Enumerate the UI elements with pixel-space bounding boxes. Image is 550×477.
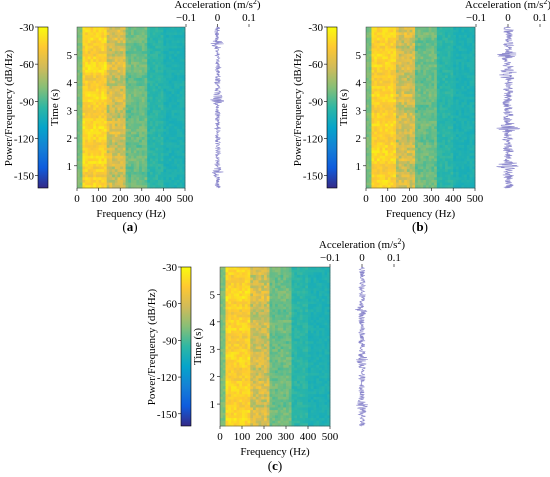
accel-tick-label: 0 [505, 12, 511, 24]
freq-axis-label: Frequency (Hz) [96, 208, 166, 220]
freq-tick-label: 400 [445, 193, 462, 205]
freq-tick-label: 300 [134, 193, 151, 205]
freq-tick-label: 0 [74, 193, 80, 205]
colorbar-tick-label: -60 [19, 59, 34, 71]
accel-axis-label: Acceleration (m/s2) [319, 237, 406, 251]
colorbar-tick-label: -150 [14, 171, 35, 183]
colorbar-tick-label: -30 [19, 22, 34, 34]
time-tick-label: 3 [356, 105, 362, 117]
waveform-line [210, 26, 224, 189]
spectrogram-heatmap [220, 267, 331, 427]
colorbar-tick-label: -30 [308, 22, 323, 34]
accel-tick-label: −0.1 [176, 12, 196, 24]
time-tick-label: 2 [210, 372, 216, 384]
freq-axis-label: Frequency (Hz) [386, 208, 456, 220]
acceleration-waveform [210, 26, 224, 189]
time-axis-label: Time (s) [192, 328, 204, 366]
colorbar-label: Power/Frequency (dB/Hz) [146, 288, 158, 405]
colorbar-tick-label: -150 [303, 171, 324, 183]
accel-axis-label: Acceleration (m/s2) [465, 0, 550, 11]
accel-tick-label: 0 [359, 252, 365, 264]
freq-tick-label: 0 [363, 193, 369, 205]
freq-tick-label: 400 [300, 431, 317, 443]
freq-tick-label: 300 [278, 431, 295, 443]
freq-tick-label: 500 [177, 193, 194, 205]
freq-tick-label: 500 [322, 431, 339, 443]
colorbar-tick-label: -120 [14, 133, 35, 145]
accel-tick-label: 0.1 [533, 12, 547, 24]
spectrogram-heatmap [366, 27, 476, 189]
time-tick-label: 1 [356, 161, 362, 173]
colorbar-tick-label: -90 [19, 96, 34, 108]
colorbar-tick-label: -150 [157, 409, 178, 421]
freq-axis-label: Frequency (Hz) [240, 446, 310, 458]
freq-tick-label: 200 [401, 193, 418, 205]
spectrogram-frame [365, 26, 476, 189]
panel-caption: (c) [268, 458, 282, 473]
time-tick-label: 1 [67, 161, 73, 173]
freq-tick-label: 400 [155, 193, 172, 205]
colorbar-tick-label: -90 [308, 96, 323, 108]
colorbar [326, 26, 338, 189]
colorbar-tick-label: -60 [162, 299, 177, 311]
panel-caption: (a) [122, 219, 137, 234]
freq-tick-label: 200 [112, 193, 129, 205]
colorbar-tick-label: -90 [162, 335, 177, 347]
time-tick-label: 5 [356, 50, 362, 62]
acceleration-waveform [496, 26, 521, 189]
spectrogram-frame [76, 26, 186, 189]
waveform-line [496, 26, 521, 189]
colorbar-tick-label: -120 [157, 372, 178, 384]
freq-tick-label: 100 [90, 193, 107, 205]
accel-tick-label: −0.1 [320, 252, 340, 264]
accel-tick-label: −0.1 [466, 12, 486, 24]
time-tick-label: 2 [67, 133, 73, 145]
colorbar-label: Power/Frequency (dB/Hz) [292, 49, 304, 166]
colorbar-label: Power/Frequency (dB/Hz) [3, 49, 15, 166]
accel-tick-label: 0 [215, 12, 221, 24]
freq-tick-label: 0 [217, 431, 223, 443]
panel-caption: (b) [412, 219, 428, 234]
time-tick-label: 3 [67, 105, 73, 117]
colorbar [37, 26, 49, 189]
colorbar-tick-label: -120 [303, 133, 324, 145]
colorbar [180, 266, 192, 427]
acceleration-waveform [355, 266, 368, 427]
time-tick-label: 2 [356, 133, 362, 145]
spectrogram-heatmap [77, 27, 186, 189]
time-tick-label: 5 [67, 50, 73, 62]
accel-tick-label: 0.1 [387, 252, 401, 264]
time-tick-label: 1 [210, 399, 216, 411]
freq-tick-label: 100 [234, 431, 251, 443]
freq-tick-label: 200 [256, 431, 273, 443]
freq-tick-label: 100 [380, 193, 397, 205]
time-tick-label: 4 [356, 78, 362, 90]
time-tick-label: 4 [210, 317, 216, 329]
time-tick-label: 4 [67, 78, 73, 90]
panel-a: -30 -60 -90 -120 -150 Power/Frequency (dB/Hz)… [3, 0, 261, 234]
time-axis-label: Time (s) [338, 89, 350, 127]
spectrogram-frame [219, 266, 331, 427]
panel-b: -30 -60 -90 -120 -150 Power/Frequency (dB/Hz)… [292, 0, 550, 234]
time-axis-label: Time (s) [49, 89, 61, 127]
freq-tick-label: 500 [467, 193, 484, 205]
time-tick-label: 3 [210, 344, 216, 356]
colorbar-tick-label: -60 [308, 59, 323, 71]
accel-axis-label: Acceleration (m/s2) [174, 0, 261, 11]
panel-c: -30 -60 -90 -120 -150 Power/Frequency (dB/Hz)… [146, 237, 405, 473]
freq-tick-label: 300 [423, 193, 440, 205]
accel-tick-label: 0.1 [242, 12, 256, 24]
colorbar-tick-label: -30 [162, 262, 177, 274]
time-tick-label: 5 [210, 289, 216, 301]
waveform-line [355, 266, 368, 427]
